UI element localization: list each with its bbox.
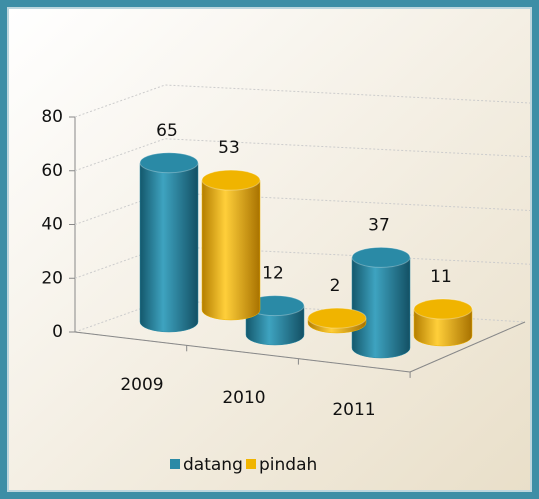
x-tick-label: 2010 <box>222 388 265 408</box>
legend-swatch <box>170 459 180 469</box>
bar <box>351 257 411 359</box>
x-axis-side <box>409 321 526 373</box>
bar-top <box>139 152 199 174</box>
y-tick-label: 0 <box>52 322 63 342</box>
bar-top <box>351 246 411 268</box>
bar <box>139 162 199 333</box>
bar-top <box>201 169 261 191</box>
bar-top <box>307 307 367 329</box>
bar <box>245 305 305 346</box>
y-tick-label: 40 <box>41 215 63 235</box>
value-label: 2 <box>330 276 341 296</box>
legend-label: datang <box>183 455 243 475</box>
x-tick-label: 2009 <box>120 375 163 395</box>
value-label: 12 <box>262 264 284 284</box>
panel <box>7 7 532 492</box>
y-tick-label: 80 <box>41 107 63 127</box>
value-label: 65 <box>156 121 178 141</box>
value-label: 53 <box>218 138 240 158</box>
bar-top <box>413 298 473 320</box>
bar <box>201 179 261 321</box>
x-axis <box>74 331 411 373</box>
legend-label: pindah <box>259 455 317 475</box>
legend-swatch <box>246 459 256 469</box>
value-label: 37 <box>368 215 390 235</box>
y-tick-label: 20 <box>41 268 63 288</box>
x-tick-label: 2011 <box>332 400 375 420</box>
y-tick-label: 60 <box>41 161 63 181</box>
value-label: 11 <box>430 267 452 287</box>
bar <box>413 308 473 347</box>
